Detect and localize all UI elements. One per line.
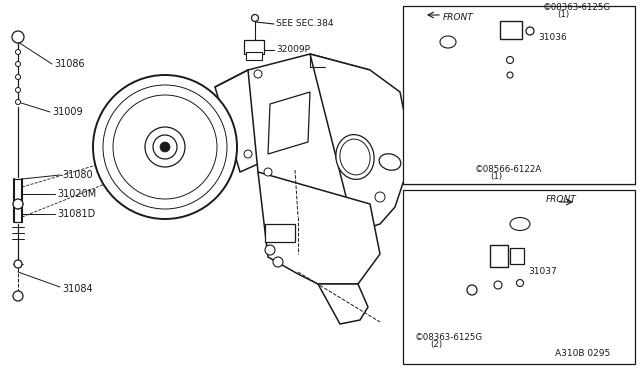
Circle shape [264, 168, 272, 176]
Text: 31020M: 31020M [57, 189, 96, 199]
Polygon shape [268, 92, 310, 154]
Text: 31080: 31080 [62, 170, 93, 180]
Circle shape [103, 85, 227, 209]
Polygon shape [455, 232, 505, 277]
Text: A310B 0295: A310B 0295 [555, 350, 611, 359]
Circle shape [254, 70, 262, 78]
Circle shape [15, 61, 20, 67]
Text: 31084: 31084 [62, 284, 93, 294]
Circle shape [93, 75, 237, 219]
Ellipse shape [379, 154, 401, 170]
Text: 31036: 31036 [538, 32, 567, 42]
Circle shape [113, 95, 217, 199]
Circle shape [506, 57, 513, 64]
Text: 31037: 31037 [528, 267, 557, 276]
Ellipse shape [510, 218, 530, 231]
Polygon shape [318, 284, 368, 324]
Circle shape [467, 285, 477, 295]
Circle shape [145, 127, 185, 167]
Polygon shape [310, 54, 408, 232]
Circle shape [244, 150, 252, 158]
Text: 31086: 31086 [54, 59, 84, 69]
Ellipse shape [340, 139, 370, 175]
Polygon shape [415, 194, 590, 277]
Circle shape [273, 257, 283, 267]
Text: (2): (2) [430, 340, 442, 349]
Circle shape [15, 99, 20, 105]
Ellipse shape [440, 36, 456, 48]
Text: ©08566-6122A: ©08566-6122A [475, 166, 542, 174]
Text: 31081D: 31081D [57, 209, 95, 219]
Text: 32009P: 32009P [276, 45, 310, 55]
Polygon shape [415, 7, 530, 74]
Bar [510, 248, 524, 264]
Circle shape [252, 15, 259, 22]
Text: FRONT: FRONT [443, 13, 474, 22]
Circle shape [15, 74, 20, 80]
Circle shape [13, 291, 23, 301]
Bar [246, 52, 262, 60]
Text: ©08363-6125G: ©08363-6125G [415, 333, 483, 341]
Text: FRONT: FRONT [546, 196, 577, 205]
Text: 31009: 31009 [52, 107, 83, 117]
Bar [500, 21, 522, 39]
Circle shape [14, 260, 22, 268]
Bar [244, 40, 264, 54]
Circle shape [375, 192, 385, 202]
Circle shape [15, 49, 20, 55]
Bar [490, 245, 508, 267]
Circle shape [153, 135, 177, 159]
Polygon shape [215, 70, 268, 172]
Text: ©08363-6125G: ©08363-6125G [543, 3, 611, 13]
Text: (1): (1) [557, 10, 569, 19]
Polygon shape [418, 10, 470, 62]
Polygon shape [258, 172, 380, 284]
Circle shape [15, 87, 20, 93]
Circle shape [160, 142, 170, 152]
Polygon shape [418, 197, 455, 250]
Circle shape [526, 27, 534, 35]
Bar [403, 6, 635, 184]
Text: SEE SEC.384: SEE SEC.384 [276, 19, 333, 29]
Ellipse shape [336, 135, 374, 179]
Bar [265, 224, 295, 242]
Bar [403, 190, 635, 364]
Circle shape [265, 245, 275, 255]
Circle shape [12, 31, 24, 43]
Text: (1): (1) [490, 173, 502, 182]
Circle shape [13, 199, 23, 209]
Circle shape [494, 281, 502, 289]
Polygon shape [248, 54, 378, 207]
Circle shape [507, 72, 513, 78]
Circle shape [516, 279, 524, 286]
